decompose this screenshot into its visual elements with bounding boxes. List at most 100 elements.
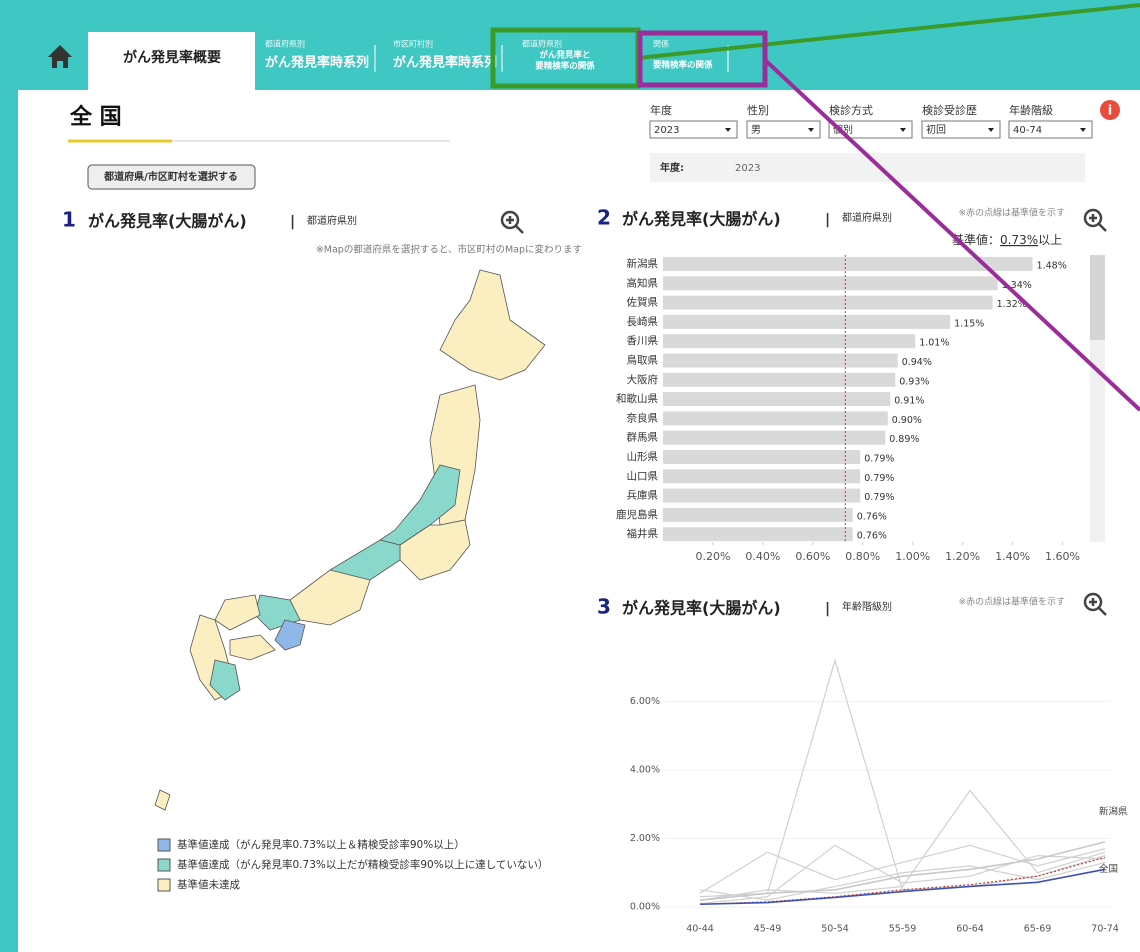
legend-swatch xyxy=(157,838,171,852)
panel-note: ※赤の点線は基準値を示す xyxy=(958,596,1065,608)
series-line[interactable] xyxy=(699,868,1106,906)
filter-select[interactable] xyxy=(1008,120,1093,139)
bar[interactable] xyxy=(663,507,853,522)
zoom-lens xyxy=(1083,208,1103,228)
panel-subtitle: 年齢階級別 xyxy=(842,600,892,613)
value-label: 1.15% xyxy=(954,318,984,329)
filter-label: 性別 xyxy=(747,103,769,117)
series-line[interactable] xyxy=(699,861,1106,901)
x-tick-label: 1.20% xyxy=(945,550,980,563)
zoom-handle xyxy=(1098,223,1107,232)
tab-label[interactable]: 要精検率の関係 xyxy=(535,61,595,72)
reference-suffix: 以上 xyxy=(1038,233,1062,247)
region-title: 全 国 xyxy=(69,104,122,130)
legend-swatch xyxy=(157,878,171,892)
filter-value: 2023 xyxy=(654,125,679,136)
bar[interactable] xyxy=(663,469,861,484)
value-label: 0.79% xyxy=(864,454,894,465)
y-tick-label: 2.00% xyxy=(630,833,660,844)
panel-title: がん発見率(大腸がん) xyxy=(622,599,781,618)
year-row-value: 2023 xyxy=(735,163,760,174)
tab-label[interactable]: がん発見率時系列 xyxy=(265,55,369,71)
filter-label: 検診受診歴 xyxy=(922,103,977,117)
bar[interactable] xyxy=(663,353,898,368)
category-label: 鹿児島県 xyxy=(616,508,658,521)
value-label: 0.94% xyxy=(902,357,932,368)
value-label: 0.76% xyxy=(857,531,887,542)
reference-prefix: 基準値： xyxy=(952,232,1000,247)
zoom-icon[interactable] xyxy=(1083,592,1107,616)
category-label: 大阪府 xyxy=(627,373,659,386)
series-line[interactable] xyxy=(699,789,1106,901)
bar[interactable] xyxy=(663,488,861,503)
value-label: 1.48% xyxy=(1037,261,1067,272)
annotation-box xyxy=(637,30,768,88)
x-tick-label: 1.40% xyxy=(995,550,1030,563)
legend-label: 基準値未達成 xyxy=(177,878,240,891)
annotation-line xyxy=(637,3,1140,60)
bar[interactable] xyxy=(663,314,951,329)
select-button[interactable] xyxy=(87,164,256,190)
bar[interactable] xyxy=(663,411,888,426)
japan-map[interactable] xyxy=(154,269,546,811)
filter-select[interactable] xyxy=(746,120,821,139)
value-label: 0.90% xyxy=(892,415,922,426)
value-label: 0.79% xyxy=(864,492,894,503)
x-tick-label: 55-59 xyxy=(889,924,917,935)
bar[interactable] xyxy=(663,257,1033,271)
year-row-label: 年度: xyxy=(660,161,684,174)
bar[interactable] xyxy=(663,430,886,445)
tab-label[interactable]: がん発見率概要 xyxy=(123,49,221,66)
tab-label[interactable]: 要精検率の関係 xyxy=(653,60,713,71)
bar[interactable] xyxy=(663,334,916,349)
bar[interactable] xyxy=(663,295,993,310)
x-tick-label: 0.40% xyxy=(745,550,780,563)
x-tick-label: 60-64 xyxy=(956,924,984,935)
category-label: 山口県 xyxy=(627,470,659,482)
separator: | xyxy=(825,212,830,228)
category-label: 新潟県 xyxy=(627,257,659,270)
value-label: 1.32% xyxy=(997,299,1027,310)
tab-label[interactable]: がん発見率と xyxy=(539,50,590,61)
filter-select[interactable] xyxy=(649,120,738,139)
tab-sublabel: 都道府県別 xyxy=(265,39,305,49)
panel-title: がん発見率(大腸がん) xyxy=(88,212,247,231)
zoom-icon[interactable] xyxy=(1083,208,1107,232)
category-label: 奈良県 xyxy=(627,411,659,424)
button-label[interactable]: 都道府県/市区町村を選択する xyxy=(103,170,238,183)
x-tick-label: 40-44 xyxy=(686,924,714,935)
category-label: 兵庫県 xyxy=(627,489,659,502)
active-tab[interactable] xyxy=(88,32,255,90)
category-label: 鳥取県 xyxy=(627,354,659,367)
x-tick-label: 70-74 xyxy=(1091,924,1119,935)
x-tick-label: 0.20% xyxy=(695,550,730,563)
scroll-thumb[interactable] xyxy=(1090,255,1105,340)
tab-label[interactable]: がん発見率時系列 xyxy=(393,55,497,71)
value-label: 0.91% xyxy=(894,396,924,407)
filter-select[interactable] xyxy=(828,120,913,139)
info-icon[interactable] xyxy=(1100,100,1120,120)
value-label: 1.01% xyxy=(919,338,949,349)
bar[interactable] xyxy=(663,450,861,464)
bar[interactable] xyxy=(663,372,896,387)
tab-sublabel: 都道府県別 xyxy=(522,39,562,49)
legend-label: 基準値達成（がん発見率0.73%以上だが精検受診率90%以上に達していない） xyxy=(177,858,548,871)
series-line[interactable] xyxy=(699,844,1106,905)
tab-sublabel: 市区町村別 xyxy=(393,39,433,49)
dropdown-arrow xyxy=(1080,128,1086,132)
series-label: 新潟県 xyxy=(1099,805,1128,817)
separator: | xyxy=(825,601,830,617)
y-tick-label: 0.00% xyxy=(630,902,660,913)
category-label: 高知県 xyxy=(627,276,659,289)
bar[interactable] xyxy=(663,392,891,407)
category-label: 香川県 xyxy=(627,335,659,347)
series-line[interactable] xyxy=(699,844,1106,894)
series-line[interactable] xyxy=(699,841,1106,901)
reference-value: 0.73% xyxy=(1000,233,1038,247)
bar[interactable] xyxy=(663,527,853,542)
home-icon[interactable] xyxy=(48,45,72,68)
x-tick-label: 0.80% xyxy=(845,550,880,563)
filter-select[interactable] xyxy=(921,120,1001,139)
zoom-icon[interactable] xyxy=(500,210,524,234)
bar[interactable] xyxy=(663,276,998,291)
